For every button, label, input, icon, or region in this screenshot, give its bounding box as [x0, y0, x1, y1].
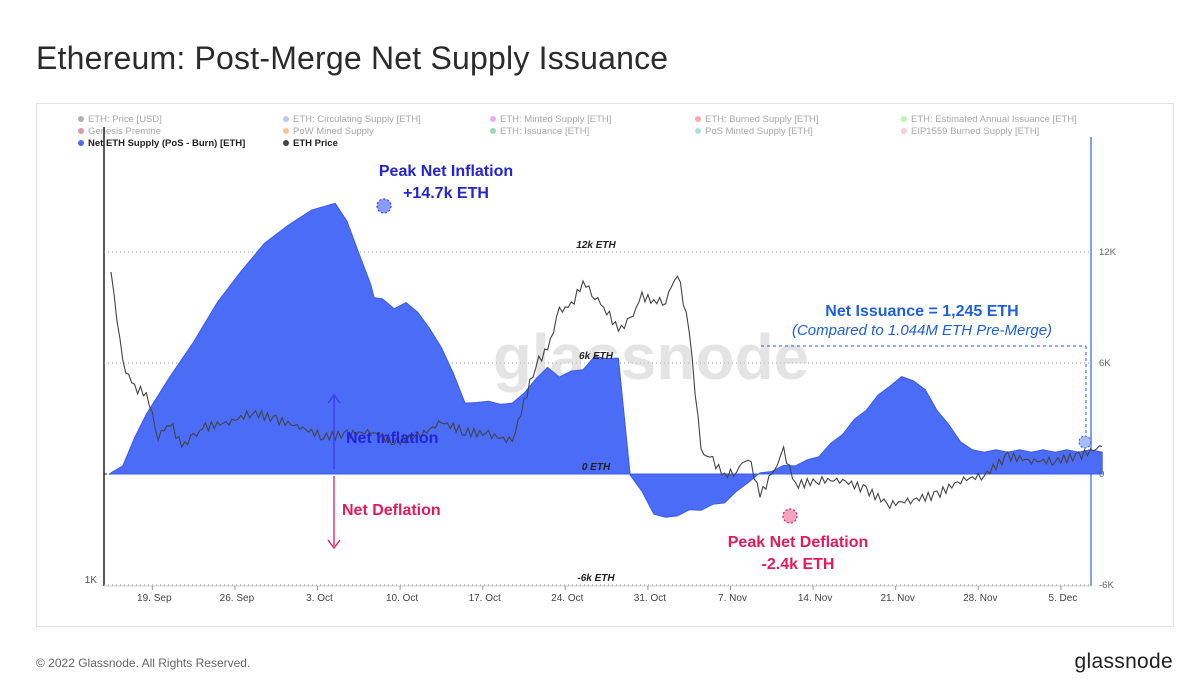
net-issuance-subtitle: (Compared to 1.044M ETH Pre-Merge) — [792, 322, 1052, 339]
net-deflation-arrowhead — [327, 539, 341, 550]
right-axis-tick-2: 0 — [1099, 469, 1104, 480]
right-axis-ticks: 12K 6K 0 -6K — [1099, 247, 1117, 591]
peak-deflation-marker — [782, 508, 798, 524]
legend-item-3: ETH: Burned Supply [ETH] — [705, 114, 819, 125]
peak-inflation-marker — [376, 198, 392, 214]
x-tick-label-6: 31. Oct — [634, 593, 666, 604]
x-tick-label-0: 19. Sep — [137, 593, 172, 604]
legend-dot-1 — [283, 116, 289, 122]
legend-dot-10 — [78, 140, 84, 146]
right-axis-tick-3: -6K — [1099, 580, 1114, 591]
x-tick-label-10: 28. Nov — [963, 593, 997, 604]
legend-item-2: ETH: Minted Supply [ETH] — [500, 114, 611, 125]
peak-inflation-label: Peak Net Inflation — [379, 163, 513, 180]
legend-item-11: ETH Price — [293, 138, 338, 149]
legend-item-0: ETH: Price [USD] — [88, 114, 162, 125]
right-axis-tick-1: 6K — [1099, 358, 1111, 369]
legend-item-1: ETH: Circulating Supply [ETH] — [293, 114, 421, 125]
brand-logo-text: glassnode — [1074, 650, 1173, 673]
net-issuance-label: Net Issuance = 1,245 ETH — [825, 303, 1018, 320]
x-tick-label-8: 14. Nov — [798, 593, 832, 604]
net-inflation-label: Net Inflation — [346, 430, 438, 447]
legend-dot-11 — [283, 140, 289, 146]
page-title: Ethereum: Post-Merge Net Supply Issuance — [36, 40, 669, 76]
legend-dot-8 — [695, 128, 701, 134]
gridline-label-2: 0 ETH — [582, 462, 611, 473]
legend-dot-5 — [78, 128, 84, 134]
legend-item-6: PoW Mined Supply — [293, 126, 374, 137]
legend-item-7: ETH: Issuance [ETH] — [500, 126, 589, 137]
peak-deflation-label: Peak Net Deflation — [728, 534, 868, 551]
x-tick-label-1: 26. Sep — [220, 593, 255, 604]
net-issuance-marker — [1078, 435, 1092, 449]
net-inflation-arrowhead — [327, 393, 341, 404]
peak-deflation-value: -2.4k ETH — [762, 556, 835, 573]
x-tick-label-9: 21. Nov — [880, 593, 914, 604]
gridline-label-1: 6k ETH — [579, 351, 614, 362]
copyright: © 2022 Glassnode. All Rights Reserved. — [36, 656, 251, 670]
x-tick-label-5: 24. Oct — [551, 593, 583, 604]
x-tick-label-4: 17. Oct — [469, 593, 501, 604]
left-axis-tick-1k: 1K — [85, 575, 98, 586]
series-net-eth-supply-area — [110, 202, 1103, 518]
legend-item-9: EIP1559 Burned Supply [ETH] — [911, 126, 1039, 137]
legend-item-10: Net ETH Supply (PoS - Burn) [ETH] — [88, 138, 245, 149]
legend-dot-4 — [901, 116, 907, 122]
legend-dot-3 — [695, 116, 701, 122]
x-axis-ticks: 19. Sep 26. Sep 3. Oct 10. Oct 17. Oct 24. Oc… — [137, 586, 1077, 604]
legend-item-8: PoS Minted Supply [ETH] — [705, 126, 813, 137]
gridline-labels: 12k ETH 6k ETH 0 ETH -6k ETH — [576, 240, 616, 584]
right-axis-tick-0: 12K — [1099, 247, 1117, 258]
legend-dot-2 — [490, 116, 496, 122]
series-eth-price-line — [110, 271, 1103, 510]
x-tick-label-7: 7. Nov — [718, 593, 747, 604]
gridline-label-3: -6k ETH — [577, 573, 615, 584]
legend-dot-9 — [901, 128, 907, 134]
peak-inflation-value: +14.7k ETH — [403, 185, 489, 202]
legend-dot-7 — [490, 128, 496, 134]
net-deflation-label: Net Deflation — [342, 502, 441, 519]
chart-frame: ETH: Price [USD] ETH: Circulating Supply … — [36, 103, 1174, 627]
x-tick-label-2: 3. Oct — [306, 593, 333, 604]
x-tick-label-3: 10. Oct — [386, 593, 418, 604]
legend-item-5: Genesis Premine — [88, 126, 161, 137]
gridline-label-0: 12k ETH — [576, 240, 616, 251]
x-tick-label-11: 5. Dec — [1048, 593, 1077, 604]
legend-item-4: ETH: Estimated Annual Issuance [ETH] — [911, 114, 1077, 125]
legend-dot-6 — [283, 128, 289, 134]
chart-svg: ETH: Price [USD] ETH: Circulating Supply … — [78, 114, 1117, 604]
legend-dot-0 — [78, 116, 84, 122]
legend: ETH: Price [USD] ETH: Circulating Supply … — [78, 114, 1077, 149]
